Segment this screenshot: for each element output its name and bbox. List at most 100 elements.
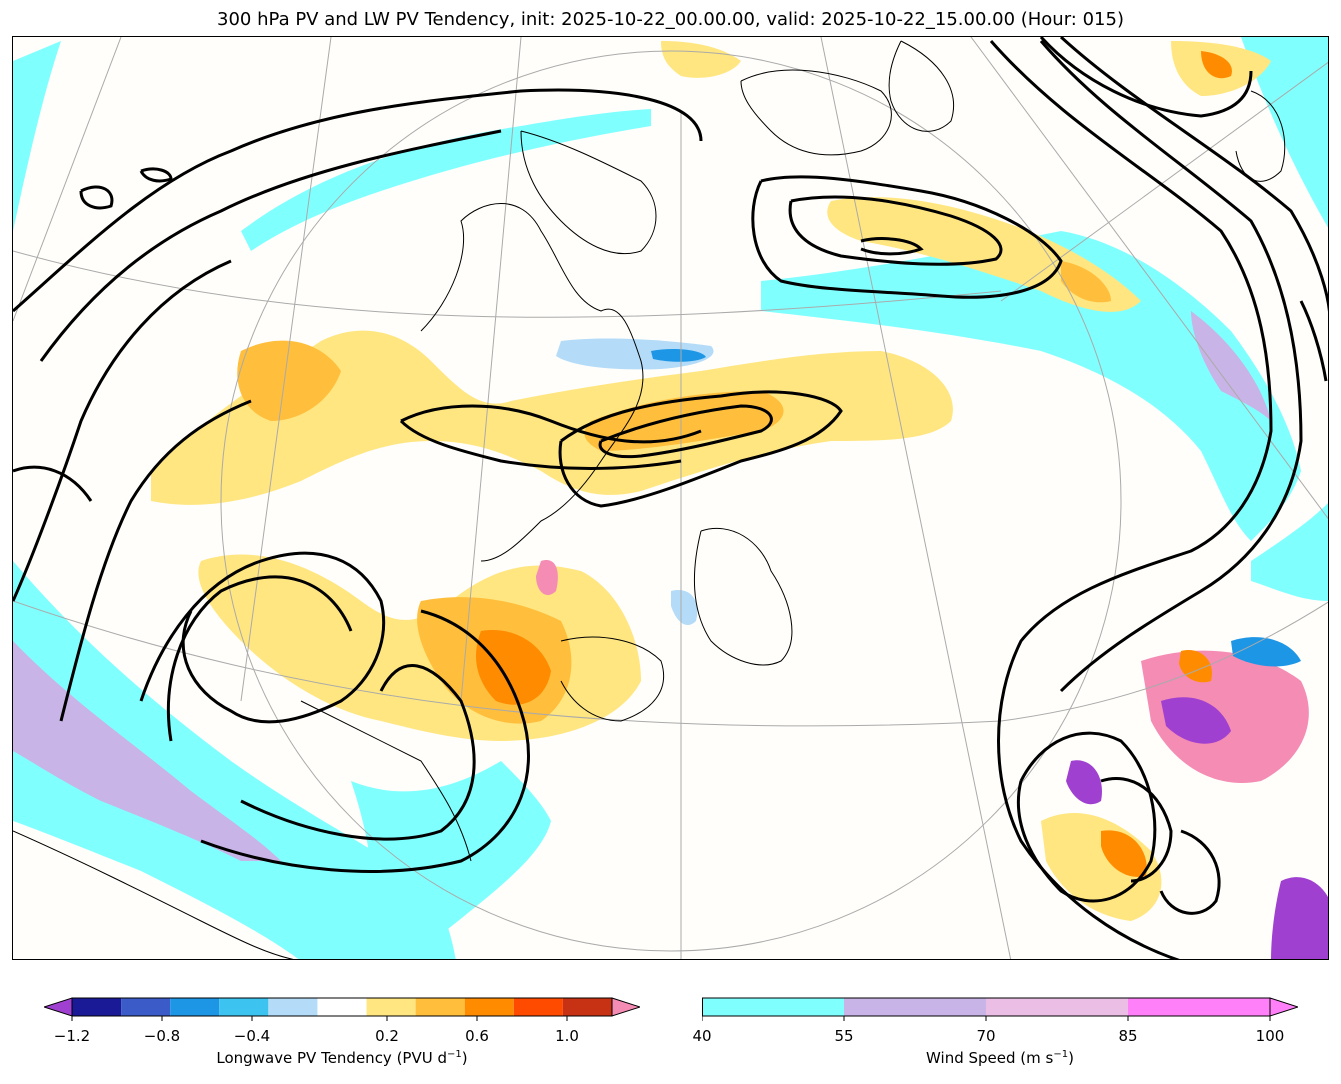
jet-core-west <box>13 561 456 959</box>
coastline <box>420 203 644 562</box>
pv-contour <box>400 404 702 444</box>
wind-speed-colorbar: 40 55 70 85 100 Wind Speed (m s−1) <box>692 996 1300 1076</box>
wind-colorbar-label: Wind Speed (m s−1) <box>926 1049 1074 1067</box>
map-panel <box>12 36 1329 960</box>
pv-color-swatch <box>464 998 514 1016</box>
pv-contours <box>13 37 1328 959</box>
pv-contour <box>1016 731 1157 903</box>
plot-title: 300 hPa PV and LW PV Tendency, init: 202… <box>217 9 1124 30</box>
pv-positive-region <box>661 41 741 78</box>
pv-contour <box>788 195 1003 266</box>
graticule <box>13 37 1328 959</box>
pv-contour <box>1039 40 1303 693</box>
wind-tick-label: 70 <box>976 1027 996 1045</box>
pv-contour <box>399 419 682 470</box>
pv-color-swatch <box>219 998 269 1016</box>
coastline <box>888 40 955 132</box>
pv-color-swatch <box>268 998 318 1016</box>
jet-core-southeast <box>1251 502 1328 601</box>
pv-tendency-colorbar: −1.2 −0.8 −0.4 0.2 0.6 1.0 Longwave PV Tenden… <box>42 996 642 1076</box>
pv-color-swatch <box>170 998 220 1016</box>
pv-tick-label: −1.2 <box>53 1027 91 1045</box>
pv-convective-cluster <box>1271 877 1328 959</box>
pv-contour <box>13 465 93 502</box>
pv-colorbar-frame <box>71 997 613 1017</box>
meridian <box>460 37 522 702</box>
wind-colorbar-swatches <box>701 997 1300 1021</box>
latitude-line <box>13 600 1328 727</box>
pv-positive-region <box>476 630 551 705</box>
meridian <box>820 37 1012 959</box>
pv-tick-label: −0.4 <box>233 1027 271 1045</box>
pv-contour <box>139 551 386 724</box>
pv-convective-cluster <box>1161 697 1231 744</box>
pv-contour <box>1059 37 1328 313</box>
pv-contour <box>598 404 773 459</box>
wind-color-swatch <box>986 998 1128 1016</box>
pv-contour <box>13 88 703 313</box>
jet-core-east <box>1241 37 1328 228</box>
pv-contour <box>200 609 530 873</box>
pv-tick-label: 0.6 <box>465 1027 489 1045</box>
pv-positive-region <box>1101 830 1147 877</box>
map-canvas <box>13 37 1328 959</box>
wind-color-swatch <box>702 998 844 1016</box>
wind-tick-label: 40 <box>692 1027 712 1045</box>
pv-convective-cluster <box>1231 637 1301 667</box>
pv-contour <box>13 259 232 602</box>
wind-speed-shading <box>13 37 1328 959</box>
coastline <box>694 527 793 666</box>
jet-core-west-purple <box>13 641 281 861</box>
pv-contour <box>240 664 476 841</box>
latitude-circle <box>220 50 1122 952</box>
pv-contour <box>1299 300 1328 382</box>
pv-color-swatch <box>366 998 416 1016</box>
wind-tick-label: 100 <box>1255 1027 1285 1045</box>
pv-contour <box>139 167 173 183</box>
pv-over-triangle <box>611 997 642 1017</box>
wind-tick-label: 55 <box>834 1027 854 1045</box>
jet-core-northeast <box>761 231 1301 541</box>
pv-contour <box>79 185 114 210</box>
pv-negative-region <box>556 338 714 370</box>
pv-positive-region <box>1061 261 1111 303</box>
wind-color-swatch <box>1128 998 1270 1016</box>
jet-core-east-purple <box>1191 311 1271 421</box>
pv-color-swatch <box>121 998 171 1016</box>
pv-negative-region <box>671 590 698 626</box>
pv-contour <box>860 237 924 256</box>
pv-color-swatch <box>317 998 367 1016</box>
meridian <box>240 37 332 702</box>
pv-contour <box>751 175 1063 299</box>
wind-over-triangle <box>1269 997 1300 1017</box>
pv-tick-label: −0.8 <box>143 1027 181 1045</box>
coastline <box>740 69 892 156</box>
pv-contour <box>39 129 502 362</box>
pv-color-swatch <box>562 998 612 1016</box>
pv-contour <box>59 399 252 722</box>
coastline <box>520 130 657 255</box>
jet-core-north <box>241 109 651 251</box>
jet-core-northwest <box>13 41 61 231</box>
pv-convective-cluster <box>1141 650 1309 783</box>
meridian <box>1000 61 1328 302</box>
coastline <box>560 636 665 722</box>
pv-contour <box>1159 829 1221 915</box>
meridian <box>13 37 122 322</box>
pv-positive-region <box>198 554 642 741</box>
pv-positive-region <box>151 330 953 505</box>
pv-contour <box>1039 37 1253 118</box>
wind-tick-label: 85 <box>1118 1027 1138 1045</box>
coastline <box>13 830 294 959</box>
pv-contour <box>1100 776 1173 883</box>
latitude-line <box>13 250 1002 318</box>
pv-colorbar-swatches <box>42 997 642 1021</box>
pv-color-swatch <box>415 998 465 1016</box>
pv-colorbar-label: Longwave PV Tendency (PVU d−1) <box>216 1049 468 1067</box>
pv-negative-region <box>651 349 706 362</box>
pv-color-swatch <box>72 998 122 1016</box>
pv-positive-region <box>237 340 341 421</box>
jet-core-southwest <box>351 761 551 951</box>
pv-positive-region <box>1201 51 1232 79</box>
pv-under-triangle <box>42 997 73 1017</box>
